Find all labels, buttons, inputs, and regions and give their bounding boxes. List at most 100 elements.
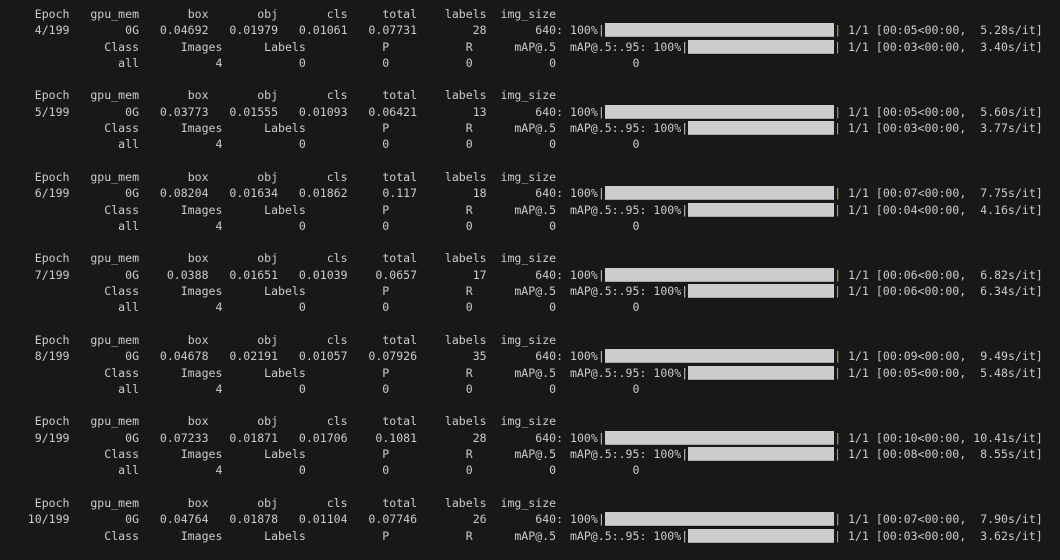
- progress-percent: : 100%: [556, 186, 598, 201]
- progress-bar: [688, 202, 835, 218]
- train-row-cell: 0.01878: [229, 512, 279, 527]
- train-header-cell: img_size: [500, 414, 557, 429]
- train-header-cell: box: [187, 169, 209, 184]
- progress-percent: : 100%: [639, 121, 682, 136]
- val-header-cell: mAP@.5: [514, 39, 557, 54]
- progress-bar-start: |: [681, 202, 689, 217]
- progress-stats: 1/1 [00:10<00:00, 10.41s/it]: [841, 430, 1043, 445]
- train-header-cell: img_size: [500, 251, 557, 266]
- progress-bar-end: |: [834, 512, 842, 527]
- progress-bar-start: |: [597, 23, 605, 38]
- progress-bar: [604, 511, 835, 527]
- val-header-cell: Class: [104, 39, 140, 54]
- progress-stats: 1/1 [00:05<00:00, 5.28s/it]: [841, 23, 1043, 38]
- progress-bar: [604, 22, 835, 38]
- val-header-cell: P: [382, 365, 390, 380]
- val-row-cell: 0: [298, 300, 306, 315]
- train-row-cell: 640: [535, 267, 557, 282]
- val-row-cell: 4: [215, 463, 223, 478]
- train-header-cell: img_size: [500, 495, 557, 510]
- train-row-cell: 0.01871: [229, 430, 279, 445]
- train-row: 6/199 0G 0.08204 0.01634 0.01862 0.117 18 640: …: [0, 185, 1043, 201]
- progress-stats: 1/1 [00:04<00:00, 4.16s/it]: [841, 202, 1043, 217]
- progress-bar-fill: [604, 104, 835, 119]
- train-header-cell: img_size: [500, 332, 557, 347]
- progress-stats: 1/1 [00:09<00:00, 9.49s/it]: [841, 349, 1043, 364]
- progress-bar-start: |: [681, 121, 689, 136]
- blank-line: [0, 153, 1043, 169]
- progress-percent: : 100%: [639, 528, 682, 543]
- blank-line: [0, 234, 1043, 250]
- progress-bar-start: |: [681, 39, 689, 54]
- train-row-cell: 0.1081: [375, 430, 418, 445]
- val-row-cell: 0: [632, 381, 640, 396]
- train-row-cell: 0.03773: [159, 104, 209, 119]
- train-row-cell: 0.06421: [368, 104, 418, 119]
- train-header-cell: box: [187, 495, 209, 510]
- val-header-cell: R: [465, 202, 473, 217]
- val-row-cell: 0: [298, 381, 306, 396]
- train-header-cell: labels: [444, 7, 487, 21]
- progress-stats: 1/1 [00:03<00:00, 3.62s/it]: [841, 528, 1043, 543]
- progress-percent: : 100%: [639, 202, 682, 217]
- progress-bar-start: |: [597, 430, 605, 445]
- progress-bar-end: |: [834, 365, 842, 380]
- val-header-cell: Labels: [264, 202, 306, 217]
- train-header-cell: box: [187, 414, 209, 429]
- val-header-cell: R: [465, 121, 473, 136]
- val-header-cell: mAP@.5:.95: [569, 202, 640, 217]
- blank-line: [0, 316, 1043, 332]
- progress-bar: [604, 104, 835, 120]
- train-row-cell: 0.01104: [298, 512, 348, 527]
- train-row-cell: 0.01979: [229, 23, 279, 38]
- train-header-cell: box: [187, 332, 209, 347]
- train-header-cell: box: [187, 7, 209, 21]
- val-row-cell: 0: [298, 463, 306, 478]
- train-row-cell: 28: [472, 23, 487, 38]
- progress-bar-fill: [688, 39, 835, 54]
- val-header-cell: P: [382, 284, 390, 299]
- val-row-cell: 0: [382, 55, 390, 70]
- val-header-cell: R: [465, 284, 473, 299]
- train-header-cell: total: [382, 332, 418, 347]
- train-header-cell: total: [382, 7, 418, 21]
- progress-bar: [688, 120, 835, 136]
- train-row-cell: 0.01039: [298, 267, 348, 282]
- progress-bar-end: |: [834, 202, 842, 217]
- progress-percent: : 100%: [639, 365, 682, 380]
- train-header-cell: cls: [326, 88, 348, 103]
- train-header-cell: labels: [444, 251, 487, 266]
- val-header-cell: Labels: [264, 121, 306, 136]
- val-row-cell: 4: [215, 55, 223, 70]
- train-row-cell: 0G: [125, 23, 140, 38]
- val-header-cell: P: [382, 39, 390, 54]
- val-row-cell: all: [118, 55, 140, 70]
- val-row-cell: 0: [549, 55, 557, 70]
- val-header-cell: Images: [180, 284, 223, 299]
- progress-stats: 1/1 [00:06<00:00, 6.34s/it]: [841, 284, 1043, 299]
- val-row-cell: 0: [298, 55, 306, 70]
- progress-percent: : 100%: [639, 447, 682, 462]
- train-row-cell: 0.01555: [229, 104, 279, 119]
- train-row-cell: 17: [472, 267, 487, 282]
- val-header-cell: Class: [104, 528, 140, 543]
- train-row-cell: 0G: [125, 349, 140, 364]
- progress-bar-end: |: [834, 528, 842, 543]
- train-header-cell: box: [187, 251, 209, 266]
- progress-bar-start: |: [597, 104, 605, 119]
- val-header-cell: mAP@.5: [514, 447, 557, 462]
- progress-bar-fill: [604, 23, 835, 38]
- train-header-cell: labels: [444, 88, 487, 103]
- train-row-cell: 0.117: [382, 186, 418, 201]
- progress-bar-start: |: [597, 267, 605, 282]
- train-row-cell: 18: [472, 186, 487, 201]
- train-header-cell: Epoch: [34, 251, 70, 266]
- val-row: all 4 0 0 0 0 0: [0, 218, 1043, 234]
- train-header-cell: labels: [444, 332, 487, 347]
- val-row-cell: 4: [215, 218, 223, 233]
- train-row-cell: 0.01057: [298, 349, 348, 364]
- progress-percent: : 100%: [639, 284, 682, 299]
- val-header-cell: P: [382, 447, 390, 462]
- train-row: 10/199 0G 0.04764 0.01878 0.01104 0.07746 26 64…: [0, 511, 1043, 527]
